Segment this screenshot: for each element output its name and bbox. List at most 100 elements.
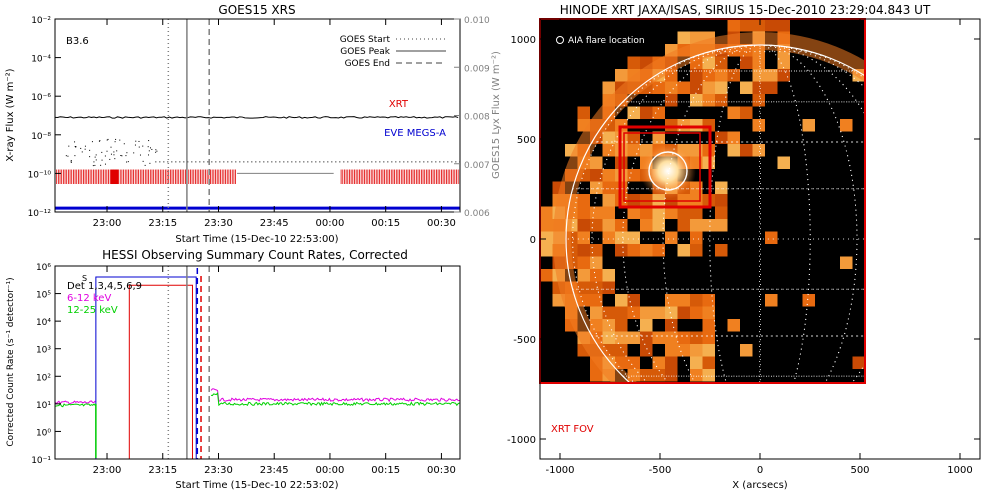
xrt-image-pixel-block <box>740 81 753 94</box>
xrt-image-pixel-block <box>702 356 715 369</box>
xrt-image-pixel-block <box>540 231 553 244</box>
xrt-image-layer <box>540 19 865 383</box>
xrt-image-pixel-block <box>627 331 640 344</box>
xrt-image-pixel-block <box>615 306 628 319</box>
xrt-image-pixel-block <box>615 331 628 344</box>
goes-short-noise-point <box>93 161 95 163</box>
xrt-image-pixel-block <box>540 206 553 219</box>
legend-12-25kev-label: 12-25 keV <box>67 305 118 316</box>
goes-y-tick-label: 10⁻¹⁰ <box>28 170 52 180</box>
xrt-image-pixel-block <box>652 369 665 382</box>
xrt-image-pixel-block <box>590 219 603 232</box>
goes-short-noise-point <box>95 154 97 156</box>
xrt-image-pixel-block <box>627 231 640 244</box>
hessi-x-tick-label: 23:30 <box>204 465 233 476</box>
xrt-image-pixel-block <box>715 69 728 82</box>
xrt-image-pixel-block <box>752 81 765 94</box>
xrt-image-pixel-block <box>627 131 640 144</box>
hessi-data-layer <box>55 266 460 459</box>
hessi-y-tick-label: 10² <box>36 373 51 383</box>
xrt-image-pixel-block <box>652 331 665 344</box>
xrt-image-pixel-block <box>627 244 640 257</box>
goes-short-noise-point <box>134 144 136 146</box>
xrt-image-pixel-block <box>840 119 853 132</box>
xrt-image-pixel-block <box>640 219 653 232</box>
goes-short-noise-point <box>113 154 115 156</box>
goes-y2label: GOES15 Lyx Flux (W m⁻²) <box>491 51 502 179</box>
xrt-image-pixel-block <box>627 169 640 182</box>
xrt-image-pixel-block <box>690 331 703 344</box>
xrt-image-pixel-block <box>627 294 640 307</box>
goes-short-noise-point <box>70 161 72 163</box>
xrt-grid-longitude <box>759 44 761 383</box>
xrt-image-pixel-block <box>727 319 740 332</box>
goes-short-noise-point <box>110 146 112 148</box>
xrt-region-box <box>618 125 712 209</box>
xrt-image-pixel-block <box>690 219 703 232</box>
xrt-image-pixel-block <box>702 319 715 332</box>
xrt-image-pixel-block <box>615 319 628 332</box>
hessi-state-flag: S <box>82 274 87 283</box>
xrt-image-pixel-block <box>640 206 653 219</box>
xrt-flare-brightening <box>640 143 696 199</box>
xrt-image-pixel-block <box>602 331 615 344</box>
goes-short-noise-point <box>94 164 96 166</box>
goes-short-noise-point <box>127 161 129 163</box>
xrt-image-pixel-block <box>702 81 715 94</box>
xrt-image-pixel-block <box>590 306 603 319</box>
hessi-xlabel: Start Time (15-Dec-10 22:53:02) <box>175 480 338 491</box>
xrt-image-pixel-block <box>602 81 615 94</box>
xrt-image-pixel-block <box>665 369 678 382</box>
xrt-image-pixel-block <box>590 281 603 294</box>
goes-short-noise-point <box>70 159 72 161</box>
goes-panel: GOES15 XRS 23:00 23:15 23:30 23:45 00:00 00:1… <box>5 3 502 245</box>
xrt-image-pixel-block <box>690 94 703 107</box>
xrt-y-tick-label: -500 <box>513 335 536 346</box>
xrt-region-inner-box <box>623 132 701 202</box>
xrt-image-pixel-block <box>740 106 753 119</box>
goes-x-tick-label: 23:30 <box>204 218 233 229</box>
xrt-image-pixel-block <box>652 306 665 319</box>
hessi-y-tick-label: 10⁴ <box>36 318 51 328</box>
xrt-image-pixel-block <box>852 356 865 369</box>
goes-data-layer <box>55 19 460 212</box>
goes-short-noise-point <box>120 154 122 156</box>
xrt-image-pixel-block <box>690 306 703 319</box>
hessi-y-tick-label: 10¹ <box>36 401 51 411</box>
xrt-image-pixel-block <box>665 231 678 244</box>
goes-short-noise-point <box>91 141 93 143</box>
xrt-image-pixel-block <box>802 294 815 307</box>
xrt-image-pixel-block <box>615 231 628 244</box>
xrt-x-tick-label: -1000 <box>545 465 574 476</box>
xrt-solar-limb <box>565 44 865 383</box>
xrt-image-pixel-block <box>677 81 690 94</box>
goes-short-noise-point <box>147 146 149 148</box>
goes-short-noise-point <box>113 151 115 153</box>
xrt-image-pixel-block <box>665 94 678 107</box>
hessi-y-tick-label: 10⁵ <box>36 291 51 301</box>
hessi-y-tick-label: 10³ <box>36 346 51 356</box>
xrt-image-pixel-block <box>590 244 603 257</box>
xrt-image-pixel-block <box>765 69 778 82</box>
xrt-image-pixel-block <box>777 56 790 69</box>
xrt-x-tick-label: 0 <box>757 465 763 476</box>
xrt-image-pixel-block <box>602 181 615 194</box>
xrt-image-pixel-block <box>577 231 590 244</box>
xrt-image-pixel-block <box>627 144 640 157</box>
goes-short-noise-point <box>123 143 125 145</box>
goes-short-noise-point <box>75 146 77 148</box>
xrt-image-pixel-block <box>677 31 690 44</box>
goes-short-noise-point <box>98 140 100 142</box>
xrt-image-pixel-block <box>752 94 765 107</box>
goes-short-noise-point <box>89 156 91 158</box>
goes-short-noise-point <box>104 163 106 165</box>
goes-y2-tick-label: 0.010 <box>464 16 490 26</box>
goes-short-noise-point <box>104 155 106 157</box>
goes-y-tick-label: 10⁻⁸ <box>31 132 51 142</box>
goes-class-label: B3.6 <box>66 36 89 47</box>
goes-short-noise-point <box>121 155 123 157</box>
xrt-x-tick-label: -500 <box>649 465 672 476</box>
goes-short-noise-point <box>106 139 108 141</box>
xrt-image-pixel-block <box>665 319 678 332</box>
xrt-image-pixel-block <box>715 244 728 257</box>
